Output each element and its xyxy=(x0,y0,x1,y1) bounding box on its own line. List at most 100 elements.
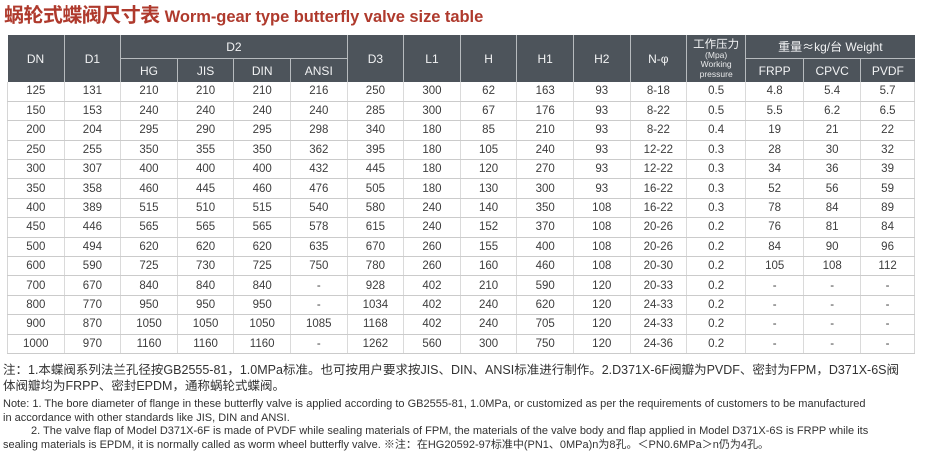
table-row: 250 255 350 355 350 362 395 180 105 240 93 12-22 0.3… xyxy=(7,140,915,161)
table-cell: 355 xyxy=(176,140,234,161)
table-cell: - xyxy=(745,314,804,335)
table-cell: 0.3 xyxy=(686,140,746,161)
table-cell: 30 xyxy=(803,140,861,161)
table-cell: 120 xyxy=(572,275,631,296)
table-cell: 300 xyxy=(7,159,65,180)
col-header-pvdf: PVDF xyxy=(860,57,915,82)
table-cell: 400 xyxy=(516,237,574,258)
table-cell: 750 xyxy=(516,334,574,354)
table-cell: 150 xyxy=(7,101,65,122)
table-cell: 600 xyxy=(7,256,65,277)
col-header-dn: DN xyxy=(7,35,65,82)
note-line-cn-2: 体阀瓣均为FRPP、密封EPDM，通称蜗轮式蝶阀。 xyxy=(3,375,285,394)
table-cell: 0.2 xyxy=(686,275,746,296)
table-cell: 400 xyxy=(7,198,65,219)
table-cell: 6.2 xyxy=(803,101,861,122)
table-cell: 400 xyxy=(176,159,234,180)
table-cell: - xyxy=(803,314,861,335)
table-cell: 750 xyxy=(289,256,348,277)
table-cell: 93 xyxy=(572,159,631,180)
table-cell: - xyxy=(803,334,861,354)
table-cell: 8-22 xyxy=(629,120,687,141)
table-cell: 395 xyxy=(346,140,404,161)
table-row: 900 870 1050 1050 1050 1085 1168 402 240 705 120 24… xyxy=(7,314,915,335)
table-cell: 840 xyxy=(233,275,291,296)
table-cell: - xyxy=(289,275,348,296)
col-header-l1: L1 xyxy=(403,35,461,82)
table-cell: 840 xyxy=(120,275,178,296)
table-cell: 180 xyxy=(403,140,461,161)
page-title: 蜗轮式蝶阀尺寸表 Worm-gear type butterfly valve s… xyxy=(4,0,483,29)
table-cell: 540 xyxy=(289,198,348,219)
table-cell: 615 xyxy=(346,217,404,238)
table-cell: 250 xyxy=(7,140,65,161)
table-cell: - xyxy=(803,295,861,316)
table-cell: - xyxy=(745,334,804,354)
table-cell: 24-33 xyxy=(629,295,687,316)
table-cell: 800 xyxy=(7,295,65,316)
col-header-n-phi: N-φ xyxy=(629,35,687,82)
table-cell: 108 xyxy=(572,217,631,238)
table-cell: 725 xyxy=(233,256,291,277)
table-cell: 0.5 xyxy=(686,101,746,122)
table-cell: 1168 xyxy=(346,314,404,335)
note-line-cn-1: 注：1.本蝶阀系列法兰孔径按GB2555-81，1.0MPa标准。也可按用户要求… xyxy=(3,359,899,378)
table-cell: 112 xyxy=(860,256,915,277)
table-cell: 358 xyxy=(63,178,121,199)
table-cell: - xyxy=(745,295,804,316)
table-cell: 62 xyxy=(459,82,517,102)
col-header-ansi: ANSI xyxy=(289,57,348,82)
working-pressure-en1: Working xyxy=(700,58,732,71)
table-cell: 1160 xyxy=(120,334,178,354)
table-cell: 210 xyxy=(516,120,574,141)
table-cell: 445 xyxy=(176,178,234,199)
table-cell: 16-22 xyxy=(629,198,687,219)
table-cell: 250 xyxy=(346,82,404,102)
table-cell: 56 xyxy=(803,178,861,199)
table-cell: 515 xyxy=(233,198,291,219)
table-cell: 125 xyxy=(7,82,65,102)
table-cell: 670 xyxy=(63,275,121,296)
col-header-h2: H2 xyxy=(572,35,631,82)
table-cell: 900 xyxy=(7,314,65,335)
table-cell: 108 xyxy=(572,256,631,277)
table-cell: - xyxy=(860,275,915,296)
table-cell: 93 xyxy=(572,120,631,141)
table-cell: 285 xyxy=(346,101,404,122)
table-cell: 0.2 xyxy=(686,314,746,335)
table-cell: 307 xyxy=(63,159,121,180)
table-cell: 350 xyxy=(516,198,574,219)
table-cell: 620 xyxy=(516,295,574,316)
table-cell: 0.3 xyxy=(686,178,746,199)
table-cell: 298 xyxy=(289,120,348,141)
table-cell: 1160 xyxy=(233,334,291,354)
table-cell: 21 xyxy=(803,120,861,141)
table-cell: 20-26 xyxy=(629,217,687,238)
table-cell: 450 xyxy=(7,217,65,238)
table-row: 1000 970 1160 1160 1160-1262 560 300 750 120 24-3… xyxy=(7,334,915,354)
table-cell: 505 xyxy=(346,178,404,199)
table-cell: 400 xyxy=(233,159,291,180)
table-cell: 840 xyxy=(176,275,234,296)
note-line-en-2: in accordance with other standards like … xyxy=(3,411,290,424)
table-cell: 295 xyxy=(120,120,178,141)
table-cell: 76 xyxy=(745,217,804,238)
col-header-frpp: FRPP xyxy=(745,57,804,82)
note-line-en-3: 2. The valve flap of Model D371X-6F is m… xyxy=(31,425,869,438)
table-cell: 67 xyxy=(459,101,517,122)
table-cell: 131 xyxy=(63,82,121,102)
table-row: 700 670 840 840 840-928 402 210 590 120 20-33 0.2-… xyxy=(7,275,915,296)
table-cell: 300 xyxy=(403,101,461,122)
table-cell: 705 xyxy=(516,314,574,335)
table-cell: 120 xyxy=(572,295,631,316)
table-cell: 105 xyxy=(745,256,804,277)
table-cell: 81 xyxy=(803,217,861,238)
table-cell: 160 xyxy=(459,256,517,277)
table-cell: 180 xyxy=(403,120,461,141)
col-header-cpvc: CPVC xyxy=(803,57,861,82)
table-cell: 140 xyxy=(459,198,517,219)
table-cell: - xyxy=(289,334,348,354)
table-cell: 93 xyxy=(572,101,631,122)
table-cell: 1050 xyxy=(120,314,178,335)
table-cell: 8-18 xyxy=(629,82,687,102)
